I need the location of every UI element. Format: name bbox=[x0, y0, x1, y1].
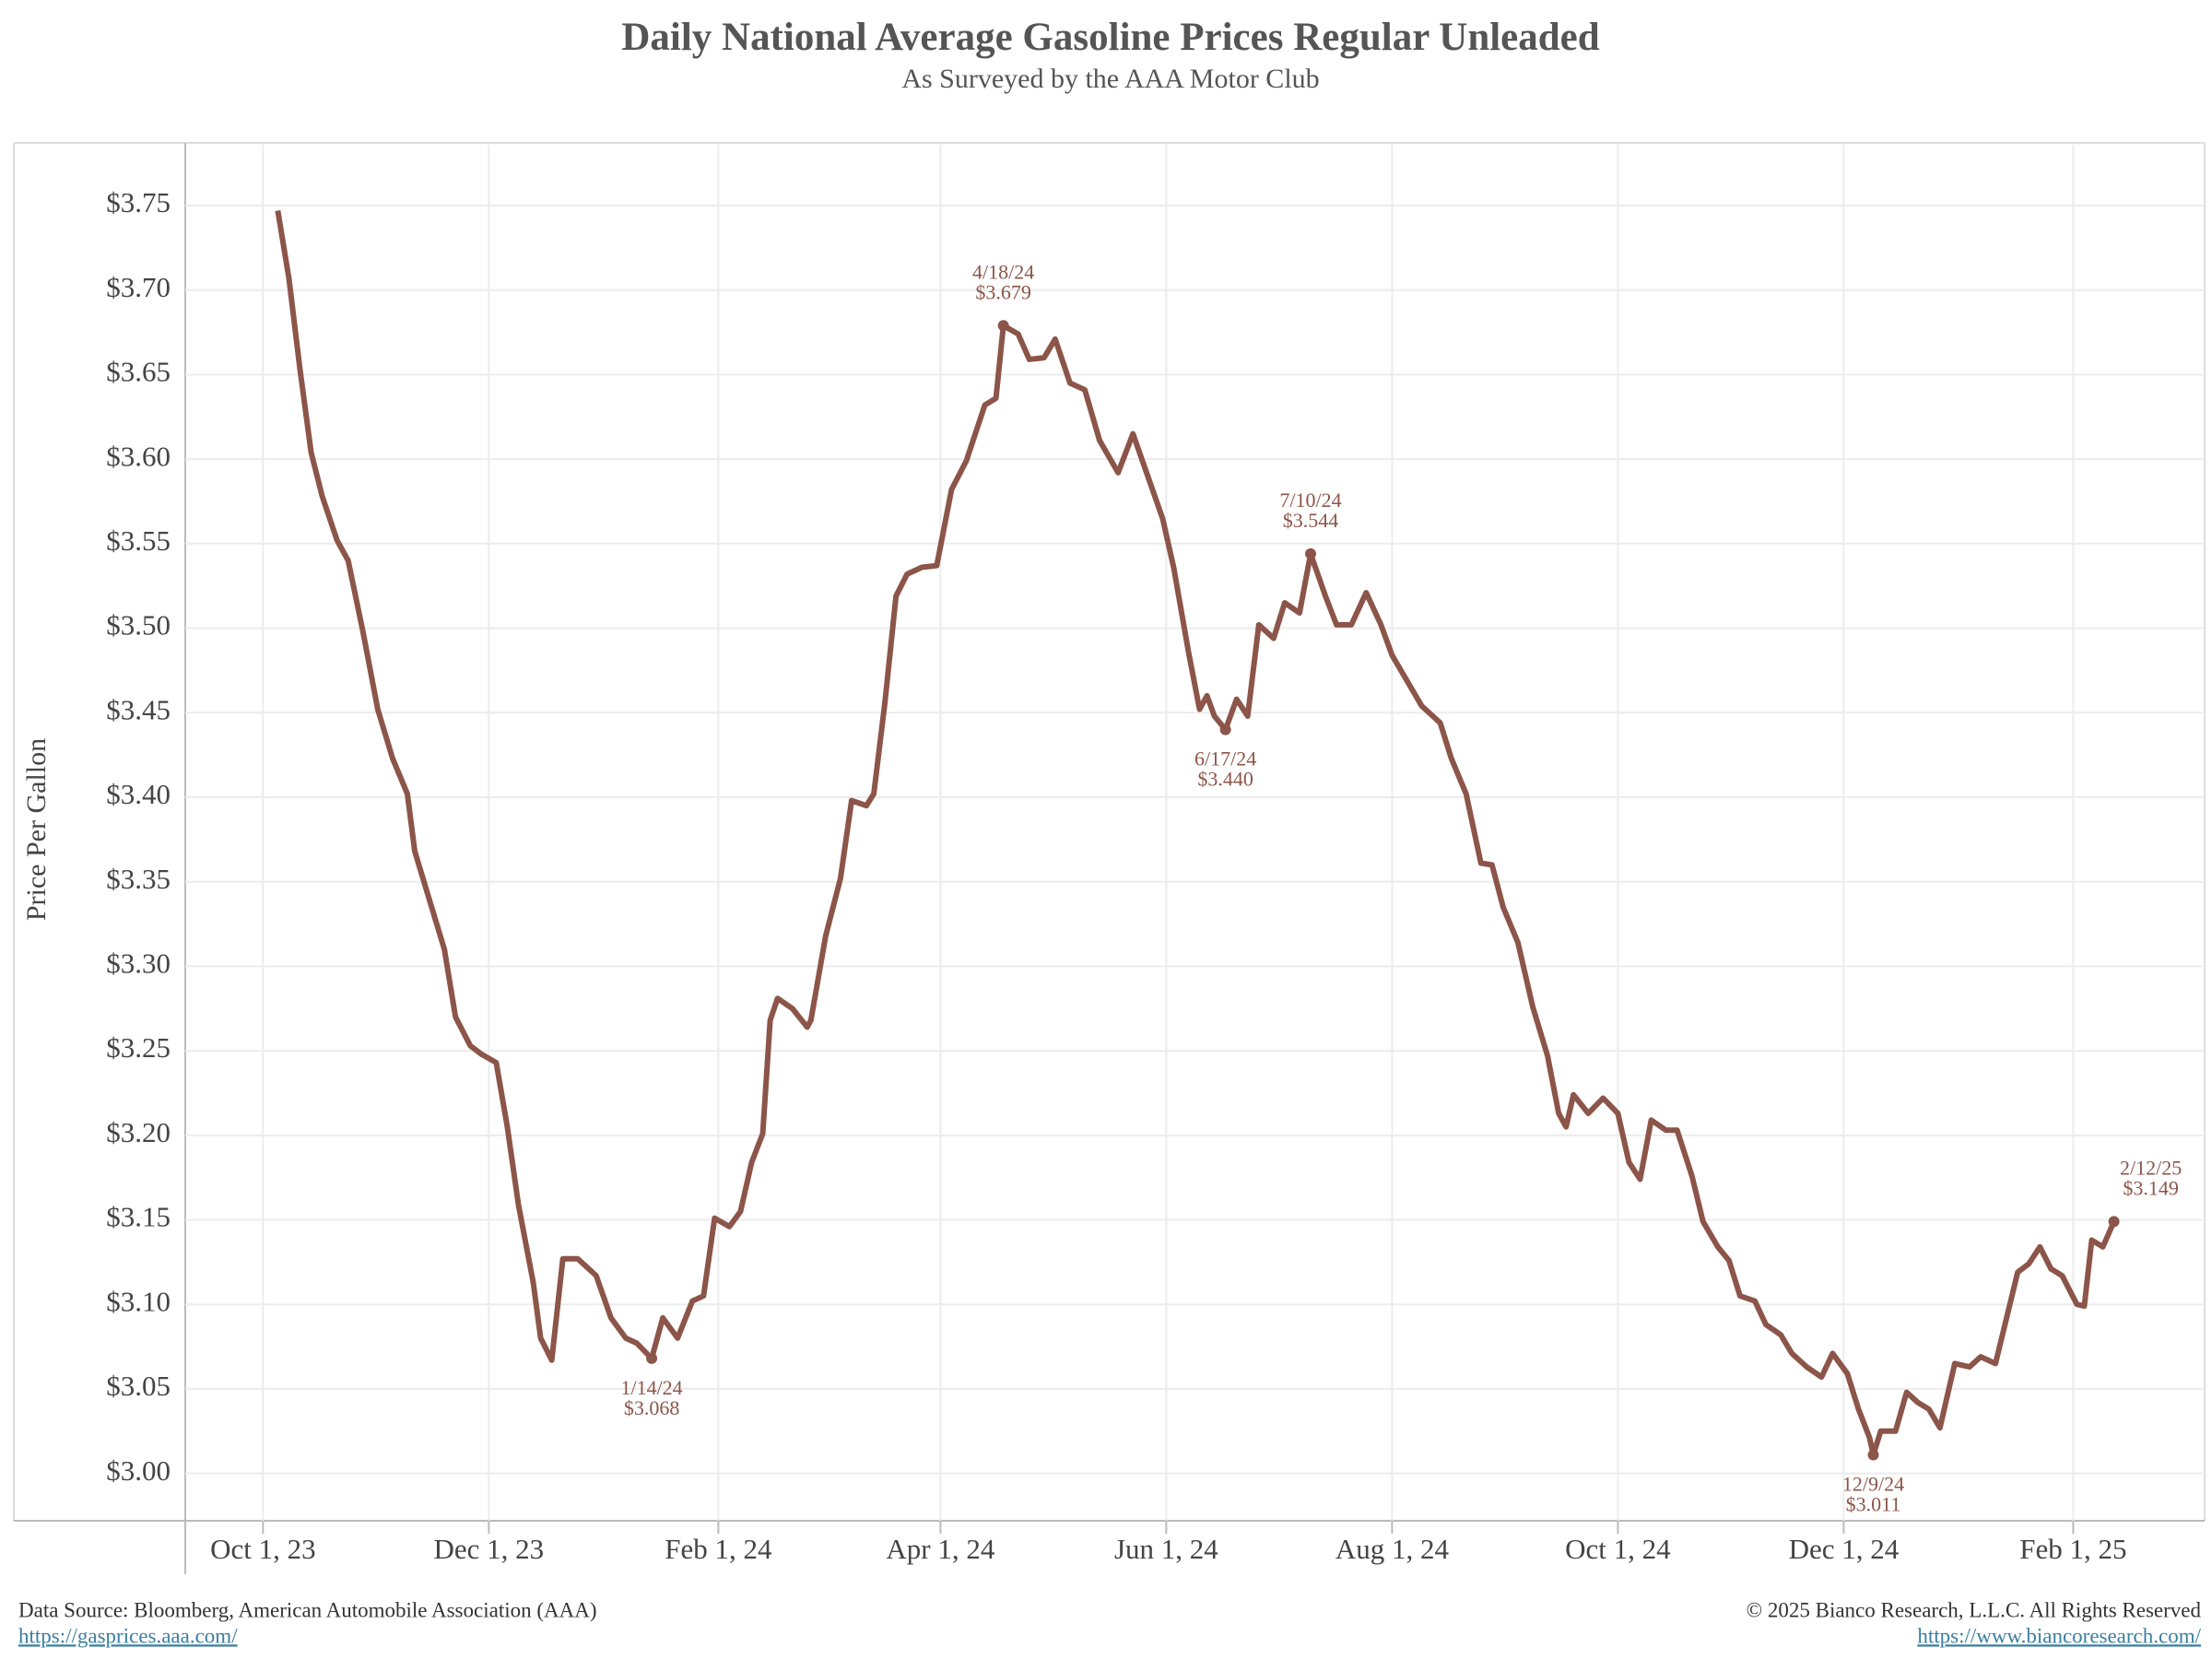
y-tick-label: $3.00 bbox=[106, 1454, 171, 1487]
y-tick-label: $3.65 bbox=[106, 356, 171, 388]
x-tick-label: Oct 1, 24 bbox=[1565, 1533, 1671, 1565]
annotation-value: $3.068 bbox=[624, 1396, 680, 1419]
x-tick-label: Oct 1, 23 bbox=[210, 1533, 316, 1565]
y-tick-label: $3.40 bbox=[106, 778, 171, 810]
x-tick-label: Jun 1, 24 bbox=[1114, 1533, 1218, 1565]
chart-title: Daily National Average Gasoline Prices R… bbox=[621, 16, 1599, 59]
x-tick-label: Aug 1, 24 bbox=[1335, 1533, 1450, 1565]
annotation-point bbox=[1305, 547, 1317, 559]
annotation-date: 7/10/24 bbox=[1279, 488, 1341, 512]
y-tick-label: $3.60 bbox=[106, 440, 171, 472]
annotation-value: $3.544 bbox=[1283, 509, 1339, 532]
annotation-value: $3.149 bbox=[2123, 1176, 2179, 1199]
y-tick-label: $3.30 bbox=[106, 947, 171, 980]
y-tick-label: $3.20 bbox=[106, 1116, 171, 1148]
annotation-point bbox=[997, 320, 1009, 332]
annotation-date: 4/18/24 bbox=[972, 260, 1034, 283]
annotation-point bbox=[1219, 724, 1231, 735]
annotation-value: $3.679 bbox=[975, 280, 1031, 303]
x-tick-label: Dec 1, 23 bbox=[434, 1533, 545, 1565]
source-link[interactable]: https://gasprices.aaa.com/ bbox=[18, 1624, 238, 1647]
annotation-point bbox=[1867, 1449, 1879, 1461]
price-line bbox=[275, 210, 2117, 1458]
y-tick-label: $3.70 bbox=[106, 271, 171, 303]
annotation-date: 12/9/24 bbox=[1842, 1473, 1904, 1496]
y-tick-label: $3.10 bbox=[106, 1285, 171, 1317]
chart-subtitle: As Surveyed by the AAA Motor Club bbox=[901, 64, 1319, 94]
x-tick-label: Dec 1, 24 bbox=[1789, 1533, 1900, 1565]
x-tick-label: Apr 1, 24 bbox=[886, 1533, 994, 1565]
annotation-value: $3.440 bbox=[1197, 768, 1253, 791]
annotation-date: 2/12/25 bbox=[2120, 1156, 2182, 1179]
annotation-date: 1/14/24 bbox=[620, 1376, 682, 1399]
copyright-note: © 2025 Bianco Research, L.L.C. All Right… bbox=[1747, 1598, 2202, 1621]
y-tick-label: $3.05 bbox=[106, 1370, 171, 1402]
source-note: Data Source: Bloomberg, American Automob… bbox=[18, 1598, 597, 1621]
y-tick-label: $3.75 bbox=[106, 186, 171, 218]
x-tick-label: Feb 1, 25 bbox=[2019, 1533, 2126, 1565]
annotation-value: $3.011 bbox=[1846, 1493, 1901, 1516]
y-tick-label: $3.50 bbox=[106, 609, 171, 641]
y-tick-label: $3.15 bbox=[106, 1201, 171, 1233]
y-tick-label: $3.55 bbox=[106, 524, 171, 557]
annotation-point bbox=[2108, 1216, 2120, 1228]
y-tick-label: $3.45 bbox=[106, 693, 171, 725]
y-axis-title: Price Per Gallon bbox=[21, 738, 52, 921]
x-tick-label: Feb 1, 24 bbox=[665, 1533, 772, 1565]
y-tick-label: $3.35 bbox=[106, 863, 171, 895]
annotation-point bbox=[646, 1352, 658, 1364]
copyright-link[interactable]: https://www.biancoresearch.com/ bbox=[1917, 1624, 2201, 1647]
annotation-date: 6/17/24 bbox=[1194, 747, 1256, 771]
y-tick-label: $3.25 bbox=[106, 1031, 171, 1064]
